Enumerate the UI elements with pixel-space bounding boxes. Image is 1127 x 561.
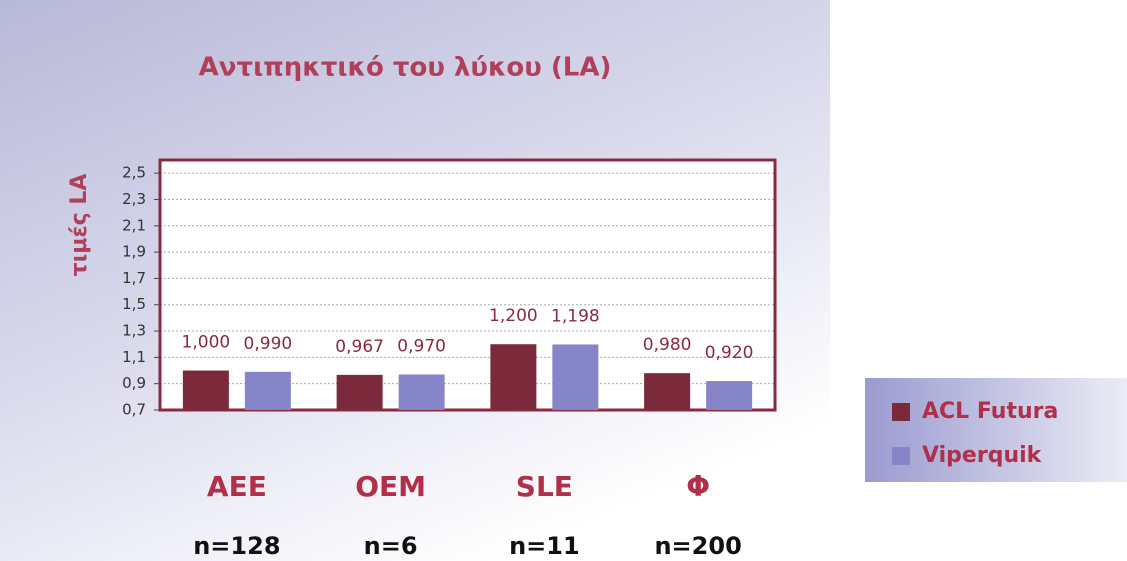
y-tick-label: 0,9: [122, 374, 146, 392]
data-label: 1,198: [551, 306, 600, 326]
bar: [336, 374, 383, 410]
annotation: n=200: [654, 532, 741, 560]
x-tick-label: OEM: [355, 470, 426, 503]
y-tick-label: 2,3: [122, 190, 146, 208]
x-tick-label: SLE: [516, 470, 573, 503]
bar: [552, 344, 599, 410]
bar: [244, 371, 291, 410]
y-tick-label: 0,7: [122, 401, 146, 419]
x-tick-label: AEE: [207, 470, 267, 503]
legend-swatch: [892, 447, 910, 465]
y-tick-label: 1,1: [122, 348, 146, 366]
annotation: n=6: [364, 532, 418, 560]
data-label: 0,980: [643, 335, 692, 355]
bar: [644, 373, 691, 410]
chart-title: Αντιπηκτικό του λύκου (LA): [199, 53, 612, 83]
y-axis-label: τιμές LA: [67, 174, 92, 277]
data-label: 0,920: [705, 343, 754, 363]
y-tick-label: 1,5: [122, 295, 146, 313]
annotation: n=11: [509, 532, 580, 560]
plot-border: [158, 158, 777, 412]
y-tick-label: 1,3: [122, 322, 146, 340]
data-label: 1,200: [489, 306, 538, 326]
annotation: n=128: [193, 532, 280, 560]
data-label: 0,967: [335, 337, 384, 357]
bar: [182, 370, 229, 410]
y-tick-label: 1,9: [122, 243, 146, 261]
data-label: 0,990: [244, 334, 293, 354]
data-label: 1,000: [182, 333, 231, 353]
y-tick-label: 2,5: [122, 164, 146, 182]
data-label: 0,970: [397, 336, 446, 356]
y-tick-label: 1,7: [122, 269, 146, 287]
bar: [398, 374, 445, 410]
plot-area: [160, 160, 775, 410]
legend-swatch: [892, 403, 910, 421]
bar: [490, 344, 537, 410]
legend-label: Viperquik: [922, 443, 1043, 468]
legend-label: ACL Futura: [922, 399, 1058, 424]
x-tick-label: Φ: [686, 470, 710, 503]
bar: [706, 381, 753, 410]
y-tick-label: 2,1: [122, 216, 146, 234]
